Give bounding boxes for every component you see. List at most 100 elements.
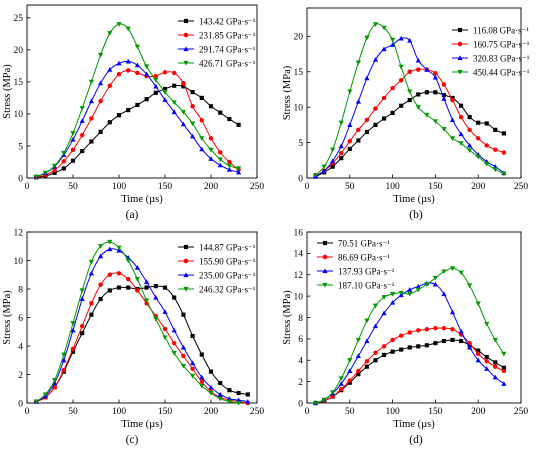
data-point [415,283,421,289]
data-point [415,57,421,63]
data-point [208,384,214,390]
data-point [226,163,232,169]
data-point [61,150,67,156]
data-point [330,164,335,169]
data-point [399,103,404,108]
data-point [98,98,103,104]
data-point [355,353,361,359]
data-point [116,22,122,27]
legend-label: 231.85 GPa·s⁻¹ [199,30,256,40]
data-point [144,71,150,77]
legend-marker [183,46,189,52]
legend-marker [457,41,463,47]
data-point [218,110,223,115]
data-point [449,266,456,271]
data-point [364,364,369,369]
y-tick-label: 16 [294,228,304,238]
legend-marker [457,69,463,75]
data-point [501,351,507,357]
data-point [116,71,122,77]
data-point [493,364,498,369]
data-point [98,52,104,58]
data-point [190,121,196,127]
data-point [144,64,150,70]
data-point [450,97,455,103]
data-point [399,347,404,352]
legend-marker [322,268,328,274]
chart-panel-1: 0 50 100 150 200 250 0 5 10 15 20 25 Time (µs) Stress… [2,4,264,221]
data-point [475,154,481,160]
data-point [153,73,159,79]
data-point [52,170,57,175]
data-point [355,98,361,104]
data-point [70,346,76,352]
data-point [236,390,241,396]
x-tick-label: 200 [471,182,486,192]
legend-marker [322,254,328,260]
data-point [208,147,214,153]
chart-panel-2: 0 50 100 150 200 250 0 5 10 15 20 Time (µs) Stress (… [282,7,530,221]
legend-label: 450.44 GPa·s⁻¹ [473,67,530,77]
x-tick-label: 50 [345,407,355,417]
data-point [226,167,232,172]
data-point [432,281,438,287]
data-point [107,272,113,277]
data-point [135,102,140,108]
data-point [347,368,353,374]
data-point [321,168,327,173]
data-point [407,291,413,297]
panel-caption: (c) [126,434,139,446]
data-point [398,35,404,41]
data-point [88,259,94,265]
data-point [356,127,361,133]
data-point [162,90,168,95]
data-point [217,396,223,402]
data-point [61,159,67,164]
data-point [467,344,473,350]
legend-label: 144.87 GPa·s⁻¹ [199,242,256,252]
data-point [347,358,353,363]
data-point [144,285,149,290]
data-point [347,138,353,144]
y-axis-label: Stress (MPa) [2,64,13,119]
legend: 70.51 GPa·s⁻¹ 86.69 GPa·s⁻¹ 137.93 GPa·s⁻¹… [317,238,395,290]
data-point [484,143,489,148]
data-point [484,366,490,371]
y-tick-label: 15 [294,68,304,78]
data-point [398,78,404,83]
data-point [416,328,421,333]
legend-marker [183,244,189,250]
x-axis-label: Time (µs) [393,419,435,430]
data-point [89,312,94,317]
data-point [208,156,214,161]
data-point [407,98,412,103]
data-point [180,121,186,127]
data-point [407,345,412,350]
data-point [458,131,464,137]
data-point [116,113,122,118]
data-point [441,325,447,331]
data-point [190,360,196,366]
data-point [162,86,168,92]
data-point [459,338,464,344]
data-point [153,316,159,322]
data-point [364,35,370,41]
data-point [153,83,159,89]
y-tick-label: 20 [294,33,304,43]
data-point [330,390,336,395]
legend-label: 137.93 GPa·s⁻¹ [338,266,395,276]
data-point [107,67,113,72]
data-point [181,353,186,359]
data-point [61,352,67,358]
data-point [501,381,507,386]
data-point [42,170,48,176]
legend-label: 320.83 GPa·s⁻¹ [473,53,530,63]
y-tick-label: 0 [18,174,23,184]
data-point [467,283,473,289]
data-point [373,106,378,111]
data-point [475,351,481,357]
data-point [407,89,413,95]
data-point [98,296,103,302]
data-point [484,359,489,364]
series-line [315,282,505,404]
